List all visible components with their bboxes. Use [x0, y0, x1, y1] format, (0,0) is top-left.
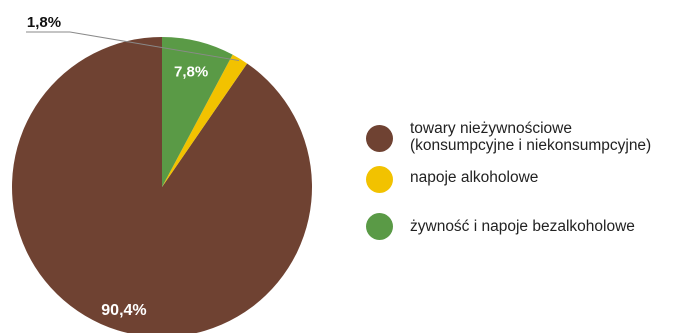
- pie-slice-zywnosc-i-napoje-bezalkoholowe: [162, 37, 233, 187]
- pie-slice-napoje-alkoholowe: [162, 54, 248, 188]
- legend-swatch: [366, 213, 393, 240]
- data-label-zywnosc-i-napoje-bezalkoholowe: 7,8%: [174, 64, 208, 81]
- chart-legend: towary nieżywnościowe (konsumpcyjne i ni…: [366, 120, 683, 240]
- legend-label: napoje alkoholowe: [410, 169, 539, 186]
- data-label-napoje-alkoholowe: 1,8%: [27, 14, 61, 31]
- legend-item-napoje-alkoholowe: napoje alkoholowe: [366, 166, 683, 219]
- pie-slice-towary-niezywnosciowe: [12, 37, 312, 333]
- legend-item-towary-niezywnosciowe: towary nieżywnościowe (konsumpcyjne i ni…: [366, 120, 683, 170]
- legend-swatch: [366, 125, 393, 152]
- leader-line-napoje-alkoholowe: [26, 31, 240, 62]
- legend-label: żywność i napoje bezalkoholowe: [410, 218, 635, 235]
- legend-item-zywnosc-i-napoje-bezalkoholowe: żywność i napoje bezalkoholowe: [366, 213, 683, 240]
- legend-label: towary nieżywnościowe (konsumpcyjne i ni…: [410, 120, 652, 154]
- legend-swatch: [366, 166, 393, 193]
- data-label-towary-niezywnosciowe: 90,4%: [101, 302, 146, 319]
